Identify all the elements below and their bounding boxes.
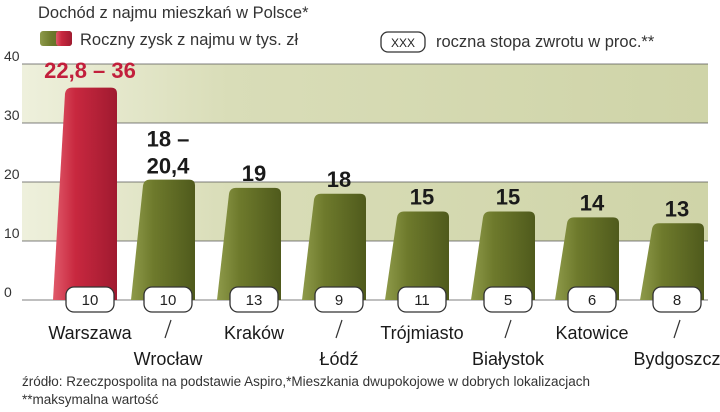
bar-kraków [217,187,281,300]
value-label: 15 [496,185,520,210]
y-tick-label: 0 [4,284,12,300]
category-divider [164,319,172,339]
category-divider [673,319,681,339]
footnote: **maksymalna wartość [22,392,159,407]
legend-bar-label: Roczny zysk z najmu w tys. zł [80,31,299,49]
category-label: Katowice [555,323,628,343]
legend-yield-sample: XXX [391,36,415,50]
legend-yield-label: roczna stopa zwrotu w proc.** [436,33,655,51]
value-label: 13 [665,196,689,221]
value-label: 18 [327,167,351,192]
category-label: Białystok [472,349,545,369]
yield-box [314,286,364,313]
category-divider [504,319,512,339]
bar-białystok [471,211,535,300]
yield-value: 8 [673,292,681,309]
bar-warszawa [53,87,117,300]
yield-value: 10 [160,292,177,309]
bar-wrocław [131,179,195,300]
category-label: Warszawa [48,323,132,343]
value-label: 18 – [147,127,190,152]
value-labels: 22,8 – 36 18 –20,4 19 18 15 15 14 13 [44,58,689,221]
value-label: 15 [410,185,434,210]
plot-band [22,123,708,182]
category-label: Trójmiasto [380,323,463,343]
bar-łódź [302,193,366,300]
value-label: 22,8 – 36 [44,58,136,83]
yield-box [652,286,702,313]
yield-value: 9 [335,292,343,309]
category-label: Kraków [224,323,285,343]
yield-box [567,286,617,313]
yield-value: 10 [82,292,99,309]
y-tick-label: 20 [4,166,20,182]
category-label: Wrocław [134,349,204,369]
yield-value: 11 [414,292,430,309]
y-tick-label: 40 [4,48,20,64]
value-label: 14 [580,190,605,215]
y-axis-ticks: 0 10 20 30 40 [4,48,20,300]
category-label: Łódź [319,349,358,369]
bars [53,87,704,300]
y-tick-label: 10 [4,225,20,241]
bar-trójmiasto [385,211,449,300]
yield-box [229,286,279,313]
yield-boxes: 10 10 13 9 11 5 6 8 [65,286,702,313]
yield-box [143,286,193,313]
yield-value: 13 [246,292,263,309]
yield-box [65,286,115,313]
yield-value: 5 [504,292,512,309]
yield-box [483,286,533,313]
bar-katowice [555,217,619,300]
chart-title: Dochód z najmu mieszkań w Polsce* [38,4,309,22]
bar-bydgoszcz [640,223,704,300]
category-divider [335,319,343,339]
category-label: Bydgoszcz [633,349,720,369]
legend-swatch-red [56,31,72,46]
source-note: źródło: Rzeczpospolita na podstawie Aspi… [22,374,590,389]
legend-yield-box [380,31,426,53]
y-tick-label: 30 [4,107,20,123]
value-label: 20,4 [147,154,191,179]
yield-box [397,286,447,313]
value-label: 19 [242,161,266,186]
yield-value: 6 [588,292,596,309]
plot-band [22,64,708,123]
